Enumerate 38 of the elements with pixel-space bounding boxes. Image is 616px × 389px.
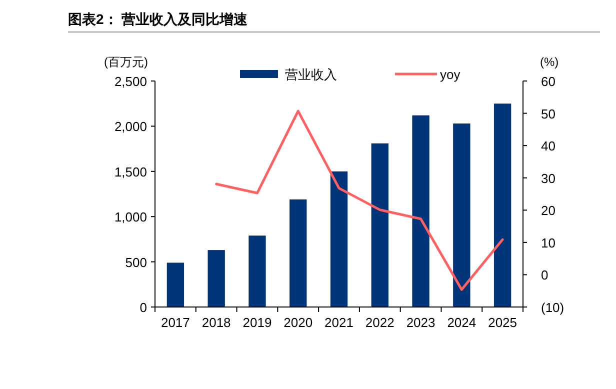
x-tick-label: 2017 [160, 315, 190, 330]
y-tick-label: 1,500 [114, 164, 147, 180]
y2-tick-label: 60 [541, 74, 556, 89]
bar [208, 250, 225, 307]
y2-axis-title: (%) [540, 55, 559, 69]
bar [166, 262, 184, 307]
x-tick-label: 2019 [242, 315, 272, 330]
bar [453, 123, 470, 307]
y-tick-label: 2,500 [114, 74, 147, 89]
chart-title: 图表2： 营业收入及同比增速 [68, 11, 249, 27]
x-tick-label: 2025 [488, 315, 518, 330]
y2-tick-label: 40 [541, 138, 556, 154]
bar [248, 236, 266, 307]
x-tick-label: 2024 [447, 315, 476, 330]
x-tick-label: 2021 [324, 315, 354, 330]
bar [371, 143, 388, 307]
y-tick-label: 0 [140, 300, 147, 315]
bar [494, 104, 512, 307]
bar [290, 199, 307, 307]
y2-tick-label: 50 [541, 106, 556, 122]
y2-tick-label: 0 [541, 268, 548, 283]
line-series [215, 110, 504, 291]
y2-tick-label: (10) [541, 300, 564, 315]
bar [412, 115, 430, 307]
y-tick-label: 1,000 [114, 210, 147, 225]
legend-label: 营业收入 [285, 67, 337, 82]
x-tick-label: 2022 [365, 315, 394, 330]
x-tick-label: 2020 [284, 315, 313, 330]
bar [330, 171, 348, 307]
x-tick-label: 2023 [406, 315, 436, 330]
legend-label: yoy [440, 67, 461, 82]
x-tick-label: 2018 [202, 315, 231, 330]
y2-tick-label: 10 [541, 235, 556, 250]
y-axis-title: (百万元) [104, 55, 148, 69]
y-tick-label: 2,000 [114, 119, 147, 134]
y2-tick-label: 30 [541, 170, 556, 186]
y-tick-label: 500 [125, 254, 147, 270]
y2-tick-label: 20 [541, 203, 556, 218]
